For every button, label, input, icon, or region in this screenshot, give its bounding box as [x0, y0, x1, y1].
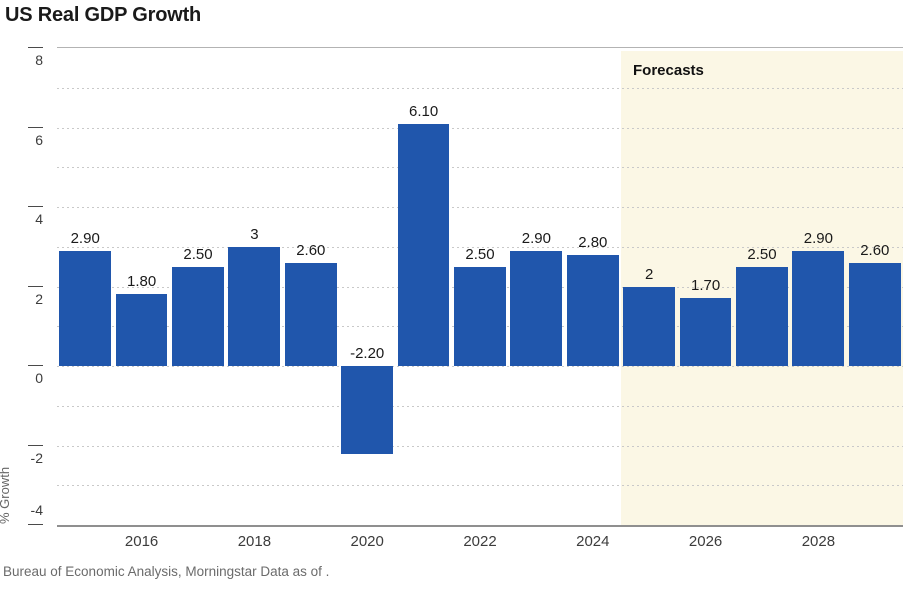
bar-2025[interactable]	[623, 286, 676, 366]
chart-title: US Real GDP Growth	[5, 4, 202, 26]
y-axis: 8 6 4 2 0 -2 -4	[0, 47, 44, 525]
bar-value-label: 2.60	[860, 241, 890, 259]
x-axis: 2016 2018 2020 2022 2024 2026 2028	[57, 533, 903, 553]
y-tick-dash	[28, 365, 43, 366]
bar-value-label: 2.60	[296, 241, 326, 259]
bar-value-label: 2.90	[521, 229, 551, 247]
bar-value-label: 2.90	[70, 229, 100, 247]
y-axis-title: % Growth	[0, 466, 12, 524]
y-tick-label: 2	[35, 290, 43, 307]
bar-2029[interactable]	[848, 262, 901, 366]
gridline	[57, 485, 903, 487]
y-tick-label: 6	[35, 131, 43, 148]
bar-value-label: 1.70	[690, 277, 721, 295]
bar-value-label: 2	[645, 265, 654, 283]
x-tick-label: 2016	[124, 533, 159, 550]
x-tick-label: 2020	[350, 533, 384, 550]
gridline	[57, 246, 903, 248]
bar-value-label: 2.50	[183, 245, 213, 263]
bar-2018[interactable]	[228, 246, 281, 367]
bar-2028[interactable]	[792, 250, 845, 366]
bar-value-label: 2.50	[747, 245, 777, 263]
y-tick-label: 4	[35, 211, 43, 227]
x-tick-label: 2028	[801, 533, 836, 550]
gridline	[57, 127, 903, 129]
bar-2017[interactable]	[172, 266, 224, 366]
bar-value-label: 2.50	[465, 245, 495, 263]
x-tick-label: 2022	[463, 533, 497, 550]
x-tick-label: 2026	[688, 533, 723, 550]
gridline	[57, 405, 903, 407]
gridline	[57, 366, 903, 367]
bar-value-label: -2.20	[350, 345, 385, 362]
y-tick-dash	[28, 206, 43, 207]
y-tick-dash	[28, 285, 43, 287]
bar-2015[interactable]	[59, 250, 112, 366]
bar-value-label: 2.80	[578, 233, 608, 251]
gridline	[57, 445, 903, 447]
bar-2019[interactable]	[284, 262, 337, 366]
bar-value-label: 2.90	[803, 229, 833, 247]
x-tick-label: 2024	[576, 533, 610, 550]
gridline	[57, 207, 903, 208]
plot-area: 2.90 1.80 2.50 3 2.60 -2.20 6.10 2.50 2.90 2.80 2 1…	[57, 47, 903, 527]
bar-2027[interactable]	[736, 266, 788, 366]
y-tick-label: 0	[35, 370, 43, 386]
source-note: Bureau of Economic Analysis, Morningstar…	[3, 564, 330, 579]
gridline	[57, 167, 903, 169]
bar-value-label: 6.10	[408, 102, 439, 120]
bar-2020[interactable]	[341, 366, 394, 454]
gridline	[57, 87, 903, 89]
y-tick-label: 8	[35, 52, 43, 68]
bar-2021[interactable]	[397, 123, 450, 366]
bar-2026[interactable]	[679, 298, 732, 366]
y-tick-dash	[28, 126, 43, 128]
y-tick-dash	[28, 444, 43, 446]
y-tick-dash	[28, 524, 43, 525]
y-tick-label: -2	[30, 449, 43, 466]
bar-2022[interactable]	[454, 266, 506, 366]
x-tick-label: 2018	[237, 533, 272, 550]
bar-value-label: 3	[250, 225, 259, 243]
y-tick-label: -4	[30, 502, 43, 518]
bar-2016[interactable]	[115, 294, 168, 366]
y-tick-dash	[28, 47, 43, 48]
forecast-region-label: Forecasts	[633, 62, 704, 79]
bar-value-label: 1.80	[126, 273, 157, 291]
bar-2024[interactable]	[566, 254, 619, 366]
bar-2023[interactable]	[510, 250, 563, 366]
